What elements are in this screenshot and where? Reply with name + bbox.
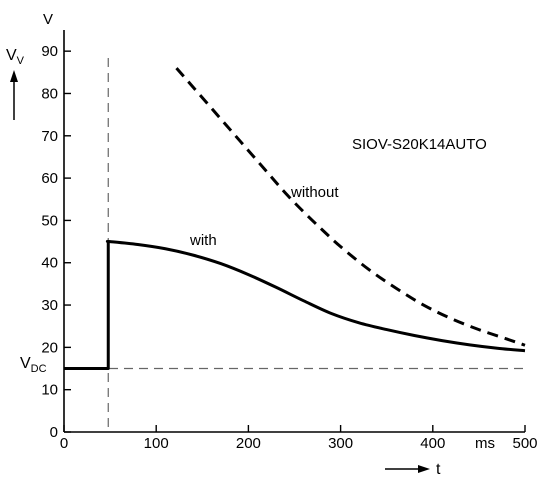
y-tick-label: 70 [41, 128, 58, 145]
x-tick-label: 300 [328, 435, 353, 452]
x-tick-label: 500 [512, 435, 537, 452]
vdc-label-sub: DC [31, 363, 47, 375]
series-label-without: without [290, 184, 339, 201]
annotation-part-number: SIOV-S20K14AUTO [352, 136, 487, 153]
y-axis-symbol-sub: V [17, 55, 25, 67]
x-axis-arrow [385, 465, 430, 473]
vdc-label-main: V [20, 355, 31, 372]
ticks: 0 10 20 30 40 50 60 70 80 90 0 100 200 300 400 500 [41, 43, 537, 452]
vdc-label: VDC [20, 355, 47, 375]
series [64, 67, 526, 371]
x-tick-label: 100 [144, 435, 169, 452]
axes [63, 30, 525, 433]
y-tick-label: 10 [41, 382, 58, 399]
series-label-with: with [189, 232, 217, 249]
y-tick-label: 20 [41, 339, 58, 356]
y-tick-label: 60 [41, 170, 58, 187]
y-tick-label: 40 [41, 255, 58, 272]
y-axis-symbol-main: V [6, 47, 17, 64]
x-unit-label: ms [475, 435, 495, 452]
x-tick-label: 400 [420, 435, 445, 452]
x-tick-label: 200 [236, 435, 261, 452]
y-tick-label: 90 [41, 43, 58, 60]
y-unit-label: V [43, 11, 53, 28]
series-line-without [175, 67, 526, 347]
y-axis-symbol: VV [6, 47, 25, 67]
y-axis-arrow [10, 70, 18, 120]
y-tick-label: 80 [41, 85, 58, 102]
series-line-with [64, 239, 526, 371]
x-tick-label: 0 [60, 435, 68, 452]
y-tick-label: 0 [50, 424, 58, 441]
y-tick-label: 50 [41, 212, 58, 229]
y-tick-label: 30 [41, 297, 58, 314]
x-axis-symbol: t [436, 461, 441, 478]
